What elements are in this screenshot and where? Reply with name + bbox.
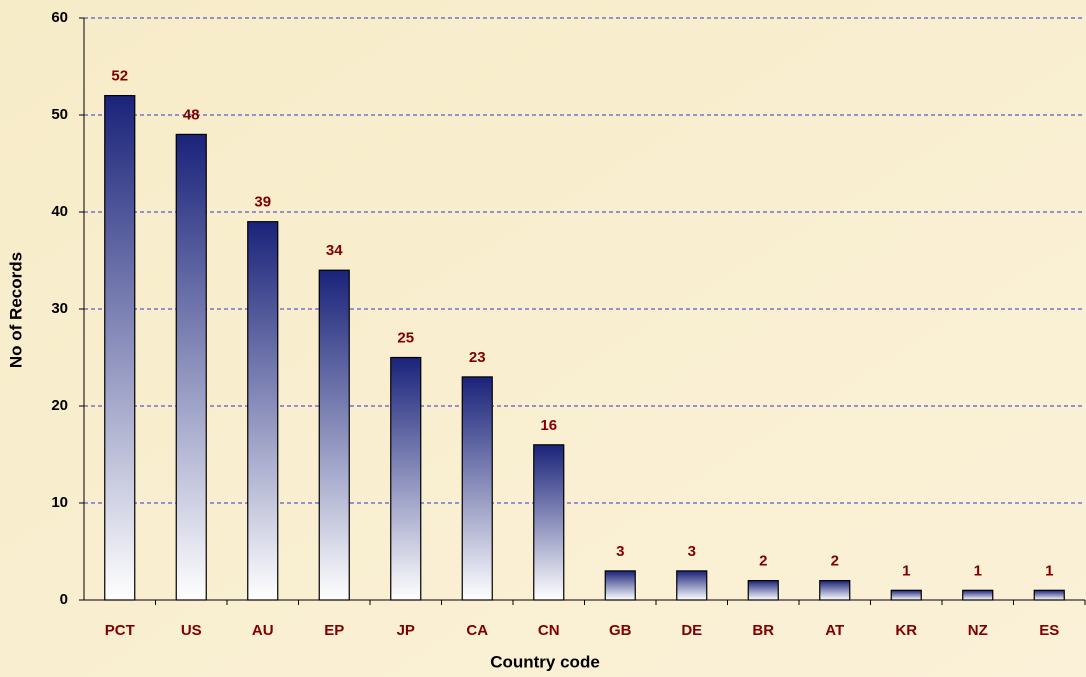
bar (604, 570, 636, 601)
bar (318, 269, 350, 601)
bar (962, 589, 994, 601)
value-label: 52 (111, 68, 128, 85)
bar (890, 589, 922, 601)
value-label: 23 (469, 349, 486, 366)
x-tick-label: CA (466, 622, 488, 639)
value-label: 39 (254, 194, 271, 211)
x-tick-label: PCT (105, 622, 135, 639)
x-tick-label: AT (825, 622, 844, 639)
x-tick-label: US (181, 622, 202, 639)
y-tick-label: 20 (51, 397, 68, 414)
value-label: 2 (759, 553, 767, 570)
bar (676, 570, 708, 601)
x-tick-label: KR (895, 622, 917, 639)
value-label: 1 (902, 562, 910, 579)
bar (390, 356, 422, 601)
value-label: 34 (326, 242, 343, 259)
bar (104, 94, 136, 601)
y-tick-label: 30 (51, 300, 68, 317)
value-label: 1 (974, 562, 982, 579)
x-axis-title: Country code (490, 652, 600, 671)
x-tick-label: CN (538, 622, 560, 639)
y-tick-label: 40 (51, 203, 68, 220)
y-tick-label: 10 (51, 494, 68, 511)
x-tick-label: EP (324, 622, 344, 639)
value-label: 25 (397, 329, 414, 346)
bar (175, 133, 207, 601)
value-label: 3 (616, 543, 624, 560)
x-tick-label: ES (1039, 622, 1059, 639)
value-label: 16 (540, 417, 557, 434)
value-label: 48 (183, 106, 200, 123)
x-tick-label: NZ (968, 622, 988, 639)
bar (819, 579, 851, 601)
y-tick-label: 60 (51, 9, 68, 26)
x-tick-label: AU (252, 622, 274, 639)
bar (1033, 589, 1065, 601)
value-label: 2 (831, 553, 839, 570)
value-label: 1 (1045, 562, 1053, 579)
x-tick-label: GB (609, 622, 632, 639)
bar (247, 221, 279, 601)
y-axis-title: No of Records (6, 252, 25, 368)
x-tick-label: JP (397, 622, 415, 639)
bar (747, 579, 779, 601)
x-tick-label: BR (752, 622, 774, 639)
y-tick-label: 50 (51, 106, 68, 123)
y-tick-label: 0 (60, 591, 68, 608)
bar (533, 444, 565, 601)
bar (461, 376, 493, 601)
x-tick-label: DE (681, 622, 702, 639)
value-label: 3 (688, 543, 696, 560)
